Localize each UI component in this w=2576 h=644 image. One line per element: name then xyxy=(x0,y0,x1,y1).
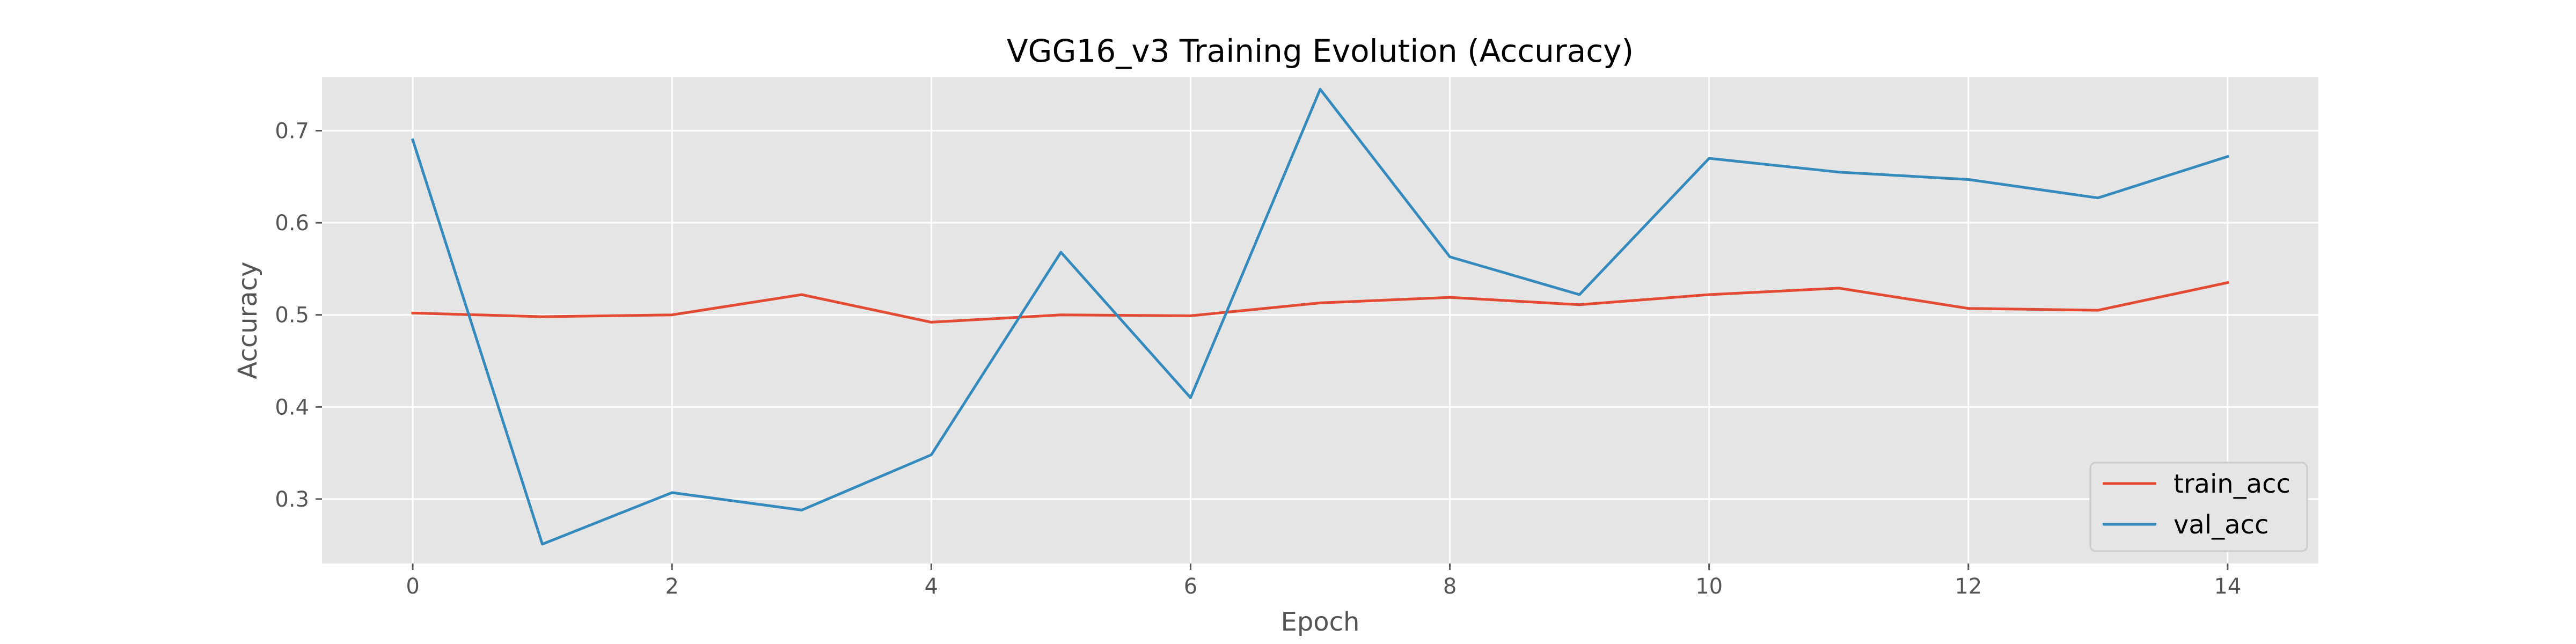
x-tick-label: 2 xyxy=(665,574,678,599)
series-line-train-acc xyxy=(411,281,2229,324)
series-layer xyxy=(411,87,2230,546)
y-tick-label: 0.3 xyxy=(275,487,309,512)
series-line-val-acc xyxy=(411,87,2230,546)
y-tick-label: 0.4 xyxy=(275,395,309,420)
legend-label-train-acc: train_acc xyxy=(2174,469,2290,499)
y-tick-label: 0.6 xyxy=(275,211,309,236)
legend-label-val-acc: val_acc xyxy=(2174,510,2268,540)
x-tick-label: 0 xyxy=(406,574,419,599)
x-tick-label: 6 xyxy=(1184,574,1197,599)
x-tick-label: 12 xyxy=(1955,574,1982,599)
chart-title: VGG16_v3 Training Evolution (Accuracy) xyxy=(1007,33,1634,69)
x-tick-label: 10 xyxy=(1695,574,1723,599)
x-axis-label: Epoch xyxy=(1281,607,1360,637)
tick-labels: 0 2 4 6 8 10 12 14 0.3 0.4 0.5 0.6 0.7 xyxy=(275,119,2241,599)
legend: train_acc val_acc xyxy=(2089,462,2308,552)
y-tick-label: 0.5 xyxy=(275,303,309,328)
y-tick-label: 0.7 xyxy=(275,119,309,144)
y-axis-label: Accuracy xyxy=(233,261,263,379)
x-tick-label: 4 xyxy=(925,574,938,599)
x-tick-label: 14 xyxy=(2214,574,2241,599)
x-tick-label: 8 xyxy=(1443,574,1457,599)
plot-area xyxy=(322,77,2318,564)
